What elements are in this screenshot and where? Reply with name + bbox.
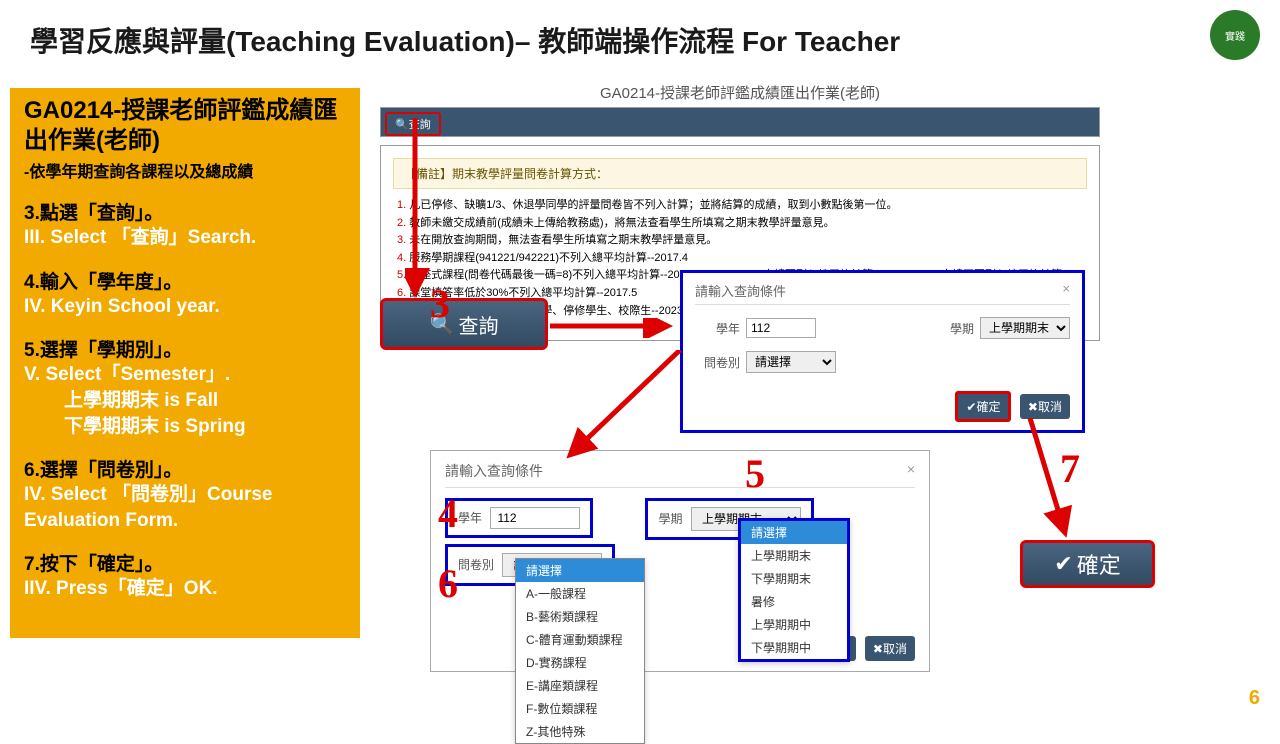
type-label: 問卷別 bbox=[695, 354, 740, 371]
type-select[interactable]: 請選擇 bbox=[746, 351, 836, 373]
semester-dropdown[interactable]: 請選擇 上學期期末 下學期期末 暑修 上學期期中 下學期期中 bbox=[738, 518, 850, 662]
cancel-button[interactable]: ✖取消 bbox=[1020, 394, 1070, 419]
step5-en: V. Select「Semester」. bbox=[24, 362, 346, 388]
year-label: 學年 bbox=[695, 320, 740, 337]
semester-select[interactable]: 上學期期末 bbox=[980, 317, 1070, 339]
semester-option[interactable]: 上學期期末 bbox=[741, 544, 847, 567]
instruction-sidebar: GA0214-授課老師評鑑成績匯出作業(老師) -依學年期查詢各課程以及總成績 … bbox=[10, 88, 360, 638]
page-title: 學習反應與評量(Teaching Evaluation)– 教師端操作流程 Fo… bbox=[30, 20, 900, 60]
step4-cn: 4.輸入「學年度」。 bbox=[24, 267, 346, 294]
screenshot-title: GA0214-授課老師評鑑成績匯出作業(老師) bbox=[380, 82, 1100, 103]
step-marker-3: 3 bbox=[430, 280, 450, 327]
confirm-button-large[interactable]: ✔確定 bbox=[1020, 540, 1155, 588]
semester-option[interactable]: 暑修 bbox=[741, 590, 847, 613]
query-modal-1: 請輸入查詢條件× 學年 學期 上學期期末 問卷別 請選擇 ✔確定 ✖取消 bbox=[680, 270, 1085, 433]
semester-option[interactable]: 下學期期中 bbox=[741, 636, 847, 659]
sidebar-subheading: -依學年期查詢各課程以及總成績 bbox=[24, 158, 346, 182]
semester-option[interactable]: 請選擇 bbox=[741, 521, 847, 544]
step5-cn: 5.選擇「學期別」。 bbox=[24, 335, 346, 362]
year-input[interactable] bbox=[746, 318, 816, 338]
type-option[interactable]: B-藝術類課程 bbox=[516, 605, 644, 628]
type-option[interactable]: D-實務課程 bbox=[516, 651, 644, 674]
semester-label: 學期 bbox=[929, 320, 974, 337]
query-modal-2: 請輸入查詢條件× 學年 問卷別 請選擇 學期 上學期期末 ✔定 bbox=[430, 450, 930, 672]
step5-extra2: 下學期期末 is Spring bbox=[64, 414, 346, 440]
search-button-small[interactable]: 🔍查詢 bbox=[385, 112, 441, 136]
step5-extra1: 上學期期末 is Fall bbox=[64, 388, 346, 414]
university-logo: 實踐 bbox=[1210, 10, 1260, 60]
note-box: 【備註】期末教學評量問卷計算方式： bbox=[393, 158, 1087, 189]
semester-option[interactable]: 上學期期中 bbox=[741, 613, 847, 636]
step3-en: III. Select 「查詢」Search. bbox=[24, 225, 346, 251]
cancel-button-2[interactable]: ✖取消 bbox=[865, 636, 915, 661]
step-marker-7: 7 bbox=[1060, 445, 1080, 492]
type-option[interactable]: A-一般課程 bbox=[516, 582, 644, 605]
type-option[interactable]: Z-其他特殊 bbox=[516, 720, 644, 743]
page-number: 6 bbox=[1249, 687, 1260, 710]
year-input-2[interactable] bbox=[490, 507, 580, 529]
search-button-large[interactable]: 🔍查詢 bbox=[380, 298, 548, 350]
step6-cn: 6.選擇「問卷別」。 bbox=[24, 455, 346, 482]
search-icon: 🔍 bbox=[395, 119, 409, 131]
semester-option[interactable]: 下學期期末 bbox=[741, 567, 847, 590]
step-marker-5: 5 bbox=[745, 450, 765, 497]
step3-cn: 3.點選「查詢」。 bbox=[24, 198, 346, 225]
sidebar-heading: GA0214-授課老師評鑑成績匯出作業(老師) bbox=[24, 96, 346, 156]
step7-cn: 7.按下「確定」。 bbox=[24, 549, 346, 576]
step6-en: IV. Select 「問卷別」Course Evaluation Form. bbox=[24, 482, 346, 533]
close-icon[interactable]: × bbox=[907, 461, 915, 477]
step-marker-4: 4 bbox=[438, 490, 458, 537]
type-option[interactable]: C-體育運動類課程 bbox=[516, 628, 644, 651]
confirm-button[interactable]: ✔確定 bbox=[955, 391, 1011, 422]
step4-en: IV. Keyin School year. bbox=[24, 294, 346, 320]
type-option[interactable]: 請選擇 bbox=[516, 559, 644, 582]
type-option[interactable]: E-講座類課程 bbox=[516, 674, 644, 697]
year-field-group: 學年 bbox=[445, 498, 593, 538]
close-icon[interactable]: × bbox=[1062, 281, 1070, 296]
type-option[interactable]: F-數位類課程 bbox=[516, 697, 644, 720]
step7-en: IIV. Press「確定」OK. bbox=[24, 576, 346, 602]
type-dropdown[interactable]: 請選擇 A-一般課程 B-藝術類課程 C-體育運動類課程 D-實務課程 E-講座… bbox=[515, 558, 645, 744]
step-marker-6: 6 bbox=[438, 560, 458, 607]
app-topbar: 🔍查詢 bbox=[380, 107, 1100, 137]
